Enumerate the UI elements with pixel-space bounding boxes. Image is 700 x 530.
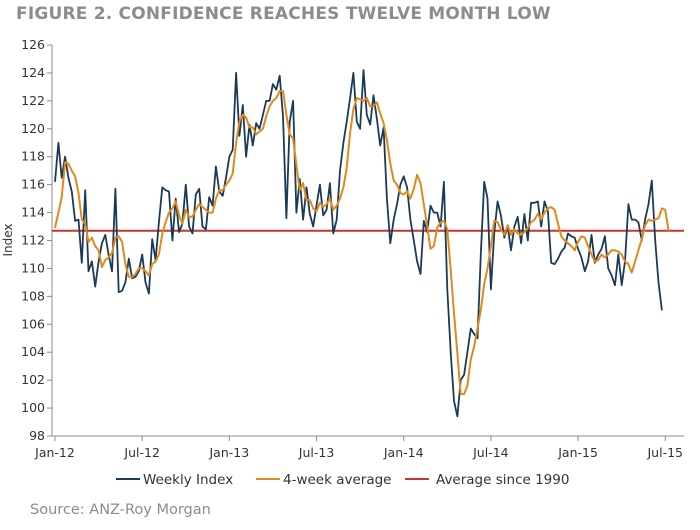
y-ticks: 98 100 102 104 106 108 110 112 114 116 118 120 122 12… — [21, 37, 52, 443]
y-tick-label: 102 — [21, 372, 45, 387]
x-tick-label: Jan-15 — [557, 445, 598, 460]
weekly-index-line — [54, 69, 663, 418]
y-tick-label: 122 — [21, 93, 45, 108]
y-tick-label: 98 — [29, 428, 45, 443]
y-tick-label: 106 — [21, 316, 45, 331]
y-tick-label: 114 — [21, 205, 45, 220]
y-tick-label: 110 — [21, 260, 45, 275]
x-tick-label: Jul-12 — [123, 445, 160, 460]
y-tick-label: 112 — [21, 233, 45, 248]
y-tick-label: 116 — [21, 177, 45, 192]
y-tick-label: 104 — [21, 344, 45, 359]
y-tick-label: 118 — [21, 149, 45, 164]
y-tick-label: 108 — [21, 288, 45, 303]
legend-label-avg4: 4-week average — [283, 472, 392, 488]
x-tick-label: Jan-14 — [383, 445, 424, 460]
four-week-average-line — [54, 90, 670, 396]
legend: Weekly Index 4-week average Average sinc… — [116, 472, 569, 488]
y-tick-label: 120 — [21, 121, 45, 136]
x-tick-label: Jul-15 — [646, 445, 683, 460]
x-tick-label: Jan-12 — [34, 445, 75, 460]
legend-label-longrun: Average since 1990 — [436, 472, 569, 488]
y-tick-label: 124 — [21, 65, 45, 80]
y-axis-label: Index — [1, 223, 15, 256]
x-tick-label: Jul-13 — [298, 445, 335, 460]
legend-label-weekly: Weekly Index — [143, 472, 233, 488]
y-tick-label: 126 — [21, 37, 45, 52]
y-tick-label: 100 — [21, 400, 45, 415]
figure-title: FIGURE 2. CONFIDENCE REACHES TWELVE MONT… — [16, 4, 551, 24]
x-tick-label: Jan-13 — [209, 445, 250, 460]
x-tick-label: Jul-14 — [472, 445, 509, 460]
x-ticks: Jan-12 Jul-12 Jan-13 Jul-13 Jan-14 Jul-14 Jan-… — [34, 436, 683, 460]
source-note: Source: ANZ-Roy Morgan — [30, 502, 211, 518]
